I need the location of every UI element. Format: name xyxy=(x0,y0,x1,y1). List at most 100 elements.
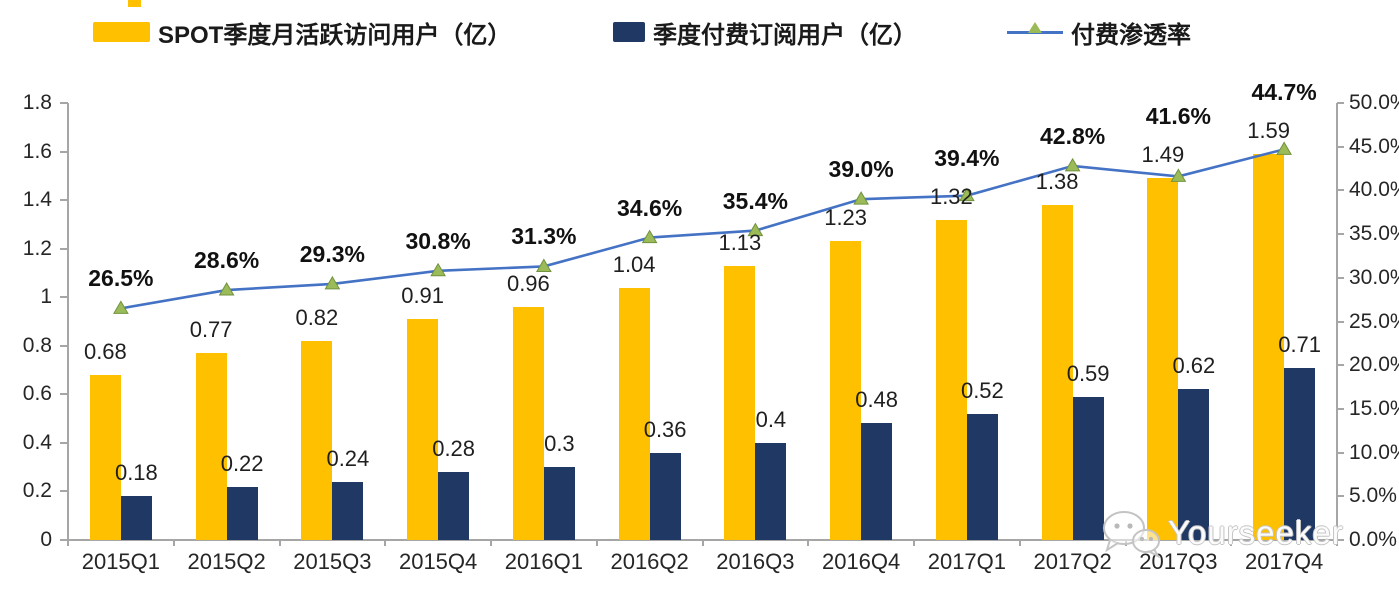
y-tick-label-right: 20.0% xyxy=(1349,353,1399,377)
x-tick xyxy=(172,540,175,546)
x-tick xyxy=(278,540,281,546)
bar-subscribers xyxy=(755,442,787,540)
x-tick-label: 2015Q3 xyxy=(293,549,372,574)
watermark-text: Yourseeker xyxy=(1168,514,1344,551)
x-tick xyxy=(701,540,704,546)
y-tick-right xyxy=(1337,407,1344,410)
cropped-yellow-artifact xyxy=(128,0,141,7)
bar-subscribers xyxy=(861,423,893,540)
penetration-pct-label: 39.0% xyxy=(828,156,894,183)
x-tick-label: 2015Q1 xyxy=(81,549,161,574)
triangle-marker xyxy=(113,300,129,314)
triangle-marker xyxy=(218,282,235,296)
y-tick-left xyxy=(60,296,68,299)
penetration-pct-label: 26.5% xyxy=(88,265,154,292)
y-tick-right xyxy=(1337,102,1344,104)
y-tick-label-left: 1 xyxy=(40,285,52,309)
bar-value-label-mau: 1.13 xyxy=(718,229,762,255)
y-tick-left xyxy=(60,393,68,396)
bar-value-label-subscribers: 0.4 xyxy=(755,406,787,432)
bar-mau xyxy=(195,353,227,540)
bar-value-label-mau: 1.32 xyxy=(929,183,973,209)
bar-value-label-subscribers: 0.24 xyxy=(326,445,370,471)
bar-value-label-mau: 0.91 xyxy=(401,283,445,309)
bar-mau xyxy=(89,374,121,540)
watermark: Yourseeker xyxy=(1100,508,1344,558)
x-tick-label: 2016Q1 xyxy=(504,549,584,574)
y-tick-right xyxy=(1337,539,1344,541)
y-tick-label-right: 10.0% xyxy=(1349,440,1399,464)
y-tick-left xyxy=(60,539,68,541)
x-tick-label: 2015Q2 xyxy=(187,549,266,574)
bar-value-label-mau: 0.96 xyxy=(506,270,550,296)
penetration-pct-label: 31.3% xyxy=(511,223,577,250)
penetration-pct-label: 30.8% xyxy=(405,227,471,254)
y-tick-right xyxy=(1337,495,1344,498)
penetration-pct-label: 35.4% xyxy=(722,187,788,214)
bar-subscribers xyxy=(649,452,681,540)
y-tick-left xyxy=(60,102,68,104)
x-tick xyxy=(384,540,387,546)
x-tick-label: 2015Q4 xyxy=(398,549,478,574)
bar-subscribers xyxy=(332,481,364,540)
legend-item-mau: SPOT季度月活跃访问用户（亿） xyxy=(93,18,511,49)
y-tick-right xyxy=(1337,276,1344,279)
bar-value-label-mau: 1.49 xyxy=(1141,142,1185,168)
x-tick xyxy=(1336,540,1338,546)
y-tick-label-right: 50.0% xyxy=(1349,91,1399,114)
triangle-marker-icon xyxy=(1028,21,1042,33)
x-tick-label: 2016Q4 xyxy=(821,549,901,574)
bar-value-label-subscribers: 0.48 xyxy=(855,387,899,413)
bar-value-label-mau: 0.82 xyxy=(295,304,339,330)
x-tick xyxy=(490,540,492,546)
y-tick-label-right: 5.0% xyxy=(1349,484,1397,508)
y-tick-left xyxy=(60,344,68,347)
x-tick-label: 2016Q2 xyxy=(610,549,689,574)
bar-mau xyxy=(407,319,439,540)
bar-value-label-subscribers: 0.18 xyxy=(114,460,158,486)
bar-value-label-subscribers: 0.71 xyxy=(1278,331,1322,357)
bar-value-label-mau: 0.77 xyxy=(189,317,233,343)
y-tick-label-left: 1.6 xyxy=(22,139,52,163)
penetration-pct-label: 39.4% xyxy=(934,144,1000,171)
bar-value-label-subscribers: 0.3 xyxy=(544,431,575,457)
triangle-marker xyxy=(641,229,658,244)
bar-value-label-subscribers: 0.62 xyxy=(1172,353,1216,379)
y-tick-label-right: 15.0% xyxy=(1349,396,1399,420)
bar-mau xyxy=(724,265,756,540)
y-tick-label-right: 45.0% xyxy=(1349,134,1399,158)
bar-value-label-subscribers: 0.52 xyxy=(960,377,1004,403)
y-tick-label-right: 25.0% xyxy=(1349,309,1399,333)
bar-subscribers xyxy=(120,496,152,540)
y-tick-right xyxy=(1337,364,1344,367)
bar-value-label-mau: 1.38 xyxy=(1035,168,1079,194)
y-tick-left xyxy=(60,150,68,153)
penetration-pct-label: 42.8% xyxy=(1040,122,1106,149)
x-tick-label: 2017Q2 xyxy=(1033,549,1112,574)
y-tick-right xyxy=(1337,320,1344,323)
y-tick-label-left: 1.2 xyxy=(22,236,52,260)
bar-subscribers xyxy=(438,472,470,540)
x-tick xyxy=(913,540,915,546)
y-tick-left xyxy=(60,441,68,444)
penetration-pct-label: 34.6% xyxy=(617,194,683,221)
wechat-icon xyxy=(1103,511,1161,558)
subscribers-swatch-icon xyxy=(613,22,645,42)
legend-item-penetration: 付费渗透率 xyxy=(1007,18,1191,49)
y-tick-label-left: 0.2 xyxy=(22,479,52,503)
y-tick-left xyxy=(60,199,68,202)
line-marker-icon xyxy=(1007,21,1063,34)
triangle-marker xyxy=(324,275,341,290)
bar-mau xyxy=(512,306,544,540)
y-tick-label-left: 1.8 xyxy=(22,91,52,114)
y-axis-left xyxy=(67,103,69,540)
x-tick-label: 2017Q1 xyxy=(927,549,1007,574)
bar-value-label-subscribers: 0.22 xyxy=(220,450,264,476)
y-tick-label-left: 0 xyxy=(40,528,52,551)
x-tick xyxy=(595,540,598,546)
bar-mau xyxy=(301,340,333,540)
x-tick xyxy=(1018,540,1021,546)
x-tick xyxy=(67,540,69,546)
